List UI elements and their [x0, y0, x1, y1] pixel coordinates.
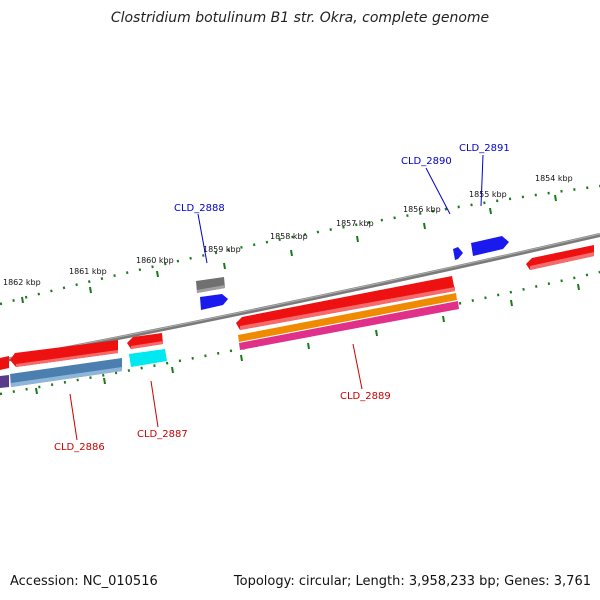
genome-backbone-highlight — [0, 233, 600, 361]
feature-cld-2886[interactable] — [10, 340, 118, 367]
map-title: Clostridium botulinum B1 str. Okra, comp… — [110, 10, 490, 26]
inner-major-tick — [307, 342, 310, 350]
inner-major-tick — [171, 366, 174, 374]
inner-major-tick — [577, 283, 580, 291]
feature-magenta[interactable] — [239, 301, 459, 350]
accession-text: Accession: NC_010516 — [10, 574, 158, 589]
tick-labels: 1862 kbp 1861 kbp 1860 kbp 1859 kbp 1858… — [3, 174, 573, 287]
leader-cld-2886 — [69, 393, 78, 441]
feature-cld-2889[interactable] — [236, 276, 455, 330]
feature-cld-2888[interactable] — [200, 294, 228, 310]
gene-label-cld-2886[interactable]: CLD_2886 — [54, 442, 105, 453]
feature-red-edge[interactable] — [0, 356, 9, 370]
tick-label: 1862 kbp — [3, 278, 41, 287]
tick-label: 1858 kbp — [270, 232, 308, 241]
topology-text: Topology: circular; Length: 3,958,233 bp… — [233, 574, 591, 589]
feature-cld-2891[interactable] — [471, 236, 509, 256]
feature-cld-2886-shadow — [16, 350, 118, 367]
inner-major-tick — [510, 299, 513, 307]
leader-cld-2889 — [352, 343, 363, 390]
feature-steelblue-shadow — [11, 367, 122, 387]
inner-major-tick — [103, 377, 106, 385]
leader-cld-2891 — [480, 154, 484, 207]
inner-major-tick — [240, 354, 243, 362]
tick-label: 1857 kbp — [336, 219, 374, 228]
feature-purple[interactable] — [0, 375, 9, 388]
outer-major-tick — [554, 194, 557, 202]
tick-label: 1856 kbp — [403, 205, 441, 214]
leader-cld-2887 — [150, 380, 159, 428]
forward-strand-features — [196, 236, 594, 310]
gene-label-cld-2888[interactable]: CLD_2888 — [174, 203, 225, 214]
inner-ruler — [0, 270, 600, 396]
tick-label: 1860 kbp — [136, 256, 174, 265]
tick-label: 1861 kbp — [69, 267, 107, 276]
outer-major-tick — [489, 207, 492, 215]
tick-label: 1859 kbp — [203, 245, 241, 254]
outer-major-tick — [223, 262, 226, 270]
outer-major-tick — [21, 296, 24, 304]
outer-major-tick — [290, 249, 293, 257]
tick-label: 1854 kbp — [535, 174, 573, 183]
reverse-strand-features — [0, 276, 459, 388]
outer-ruler-dots — [0, 184, 600, 306]
outer-major-tick — [356, 235, 359, 243]
inner-major-tick — [375, 329, 378, 337]
feature-cld-2889-shadow — [240, 287, 455, 330]
gene-label-cld-2890[interactable]: CLD_2890 — [401, 156, 452, 167]
outer-major-tick — [423, 222, 426, 230]
feature-gray-shadow — [197, 285, 225, 293]
gene-label-cld-2889[interactable]: CLD_2889 — [340, 391, 391, 402]
gene-label-cld-2887[interactable]: CLD_2887 — [137, 429, 188, 440]
feature-orange[interactable] — [238, 293, 457, 342]
gene-label-cld-2891[interactable]: CLD_2891 — [459, 143, 510, 154]
feature-cld-2887-shadow — [131, 341, 163, 349]
inner-major-tick — [442, 315, 445, 323]
outer-ruler — [0, 184, 600, 306]
leader-cld-2888 — [197, 213, 208, 264]
outer-major-tick — [89, 286, 92, 294]
label-leaders — [69, 154, 484, 441]
genome-backbone — [0, 233, 600, 363]
leader-cld-2890 — [425, 167, 451, 215]
inner-major-tick — [35, 387, 38, 395]
outer-major-tick — [156, 270, 159, 278]
feature-red-right-shadow — [530, 252, 594, 270]
feature-cld-2890[interactable] — [453, 247, 463, 260]
tick-label: 1855 kbp — [469, 190, 507, 199]
feature-cyan[interactable] — [129, 349, 167, 367]
gene-labels: CLD_2888 CLD_2890 CLD_2891 CLD_2886 CLD_… — [54, 143, 510, 453]
